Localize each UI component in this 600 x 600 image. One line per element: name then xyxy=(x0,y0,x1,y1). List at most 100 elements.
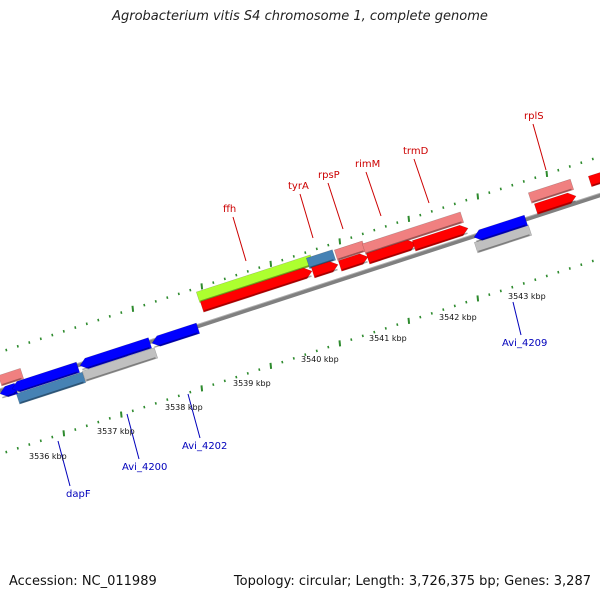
scale-label: 3542 kbp xyxy=(439,313,477,322)
tick-mark xyxy=(269,260,273,267)
gene-label-tyrA[interactable]: tyrA xyxy=(288,181,309,192)
tick-mark xyxy=(350,338,353,342)
tick-mark xyxy=(120,311,123,314)
tick-mark xyxy=(166,398,169,401)
tick-mark xyxy=(108,314,111,318)
tick-mark xyxy=(476,295,480,302)
tick-mark xyxy=(568,165,571,168)
cds-rimM[interactable] xyxy=(365,238,417,265)
cds-rpsP[interactable] xyxy=(337,252,369,272)
tick-mark xyxy=(361,232,364,236)
tick-mark xyxy=(430,312,433,315)
tick-mark xyxy=(591,157,594,161)
feature-left-edge[interactable] xyxy=(0,368,25,387)
gene-label-ffh[interactable]: ffh xyxy=(223,204,236,215)
tick-mark xyxy=(154,401,157,405)
tick-mark xyxy=(315,349,318,353)
tick-mark xyxy=(407,215,411,223)
tick-mark xyxy=(200,283,204,290)
leader-line xyxy=(413,158,430,204)
leader-line xyxy=(327,182,344,230)
tick-mark xyxy=(522,282,525,285)
gene-label-Avi_4209[interactable]: Avi_4209 xyxy=(502,338,547,349)
tick-mark xyxy=(442,308,445,312)
tick-mark xyxy=(223,277,226,281)
cds-dapF[interactable] xyxy=(10,361,81,394)
tick-mark xyxy=(143,303,146,307)
tick-mark xyxy=(373,228,376,232)
tick-mark xyxy=(476,193,480,200)
misc-feature-tyrA[interactable] xyxy=(305,249,337,269)
gene-label-dapF[interactable]: dapF xyxy=(66,489,91,500)
tick-mark xyxy=(235,273,238,277)
cds-left-edge[interactable] xyxy=(0,382,19,399)
tick-mark xyxy=(85,424,88,428)
tick-mark xyxy=(28,341,31,344)
cds-right-edge[interactable] xyxy=(587,169,600,188)
tick-mark xyxy=(384,225,387,228)
tick-mark xyxy=(258,368,261,372)
cds-Avi_4200[interactable] xyxy=(78,337,153,371)
gene-label-rimM[interactable]: rimM xyxy=(355,159,380,170)
feature-Avi_4200[interactable] xyxy=(81,347,159,382)
tick-mark xyxy=(465,198,468,202)
tick-mark xyxy=(166,296,169,299)
tick-mark xyxy=(396,323,399,327)
tick-mark xyxy=(327,243,330,247)
tick-mark xyxy=(338,238,342,245)
tick-mark xyxy=(338,340,342,347)
gene-label-Avi_4202[interactable]: Avi_4202 xyxy=(182,441,227,452)
leader-line xyxy=(299,193,314,239)
tick-mark xyxy=(281,360,284,364)
gene-label-trmD[interactable]: trmD xyxy=(403,146,429,157)
tick-mark xyxy=(292,254,295,258)
tick-mark xyxy=(545,274,548,278)
tick-mark xyxy=(384,327,387,330)
tick-mark xyxy=(177,394,180,398)
tick-mark xyxy=(488,191,491,195)
tick-mark xyxy=(269,362,273,369)
tick-mark xyxy=(292,356,295,360)
scale-label: 3541 kbp xyxy=(369,334,407,343)
feature-tracks xyxy=(0,169,600,405)
feature-rimM-trmD[interactable] xyxy=(361,211,465,255)
cds-tyrA[interactable] xyxy=(310,259,339,279)
tick-mark xyxy=(97,318,100,322)
tick-mark xyxy=(200,385,204,392)
cds-trmD[interactable] xyxy=(411,223,469,252)
misc-feature-dapF[interactable] xyxy=(15,371,87,405)
tick-mark xyxy=(189,390,192,394)
tick-mark xyxy=(304,353,307,357)
tick-mark xyxy=(235,375,238,379)
scale-label: 3538 kbp xyxy=(165,403,203,412)
tick-mark xyxy=(511,183,514,187)
gene-label-Avi_4200[interactable]: Avi_4200 xyxy=(122,462,167,473)
leader-line xyxy=(512,301,522,336)
tick-mark xyxy=(511,285,514,289)
cds-ffh[interactable] xyxy=(199,266,313,313)
tick-mark xyxy=(154,299,157,303)
leader-line xyxy=(57,440,71,487)
tick-mark xyxy=(143,405,146,409)
tick-mark xyxy=(51,435,54,439)
tick-mark xyxy=(453,202,456,206)
tick-mark xyxy=(246,371,249,375)
outer-tick-ring xyxy=(5,157,594,352)
tick-mark xyxy=(580,161,583,165)
feature-rplS[interactable] xyxy=(527,178,575,204)
tick-mark xyxy=(453,304,456,308)
tick-mark xyxy=(557,168,560,172)
cds-rplS[interactable] xyxy=(533,191,577,215)
cds-Avi_4209[interactable] xyxy=(472,214,529,242)
gene-label-rpsP[interactable]: rpsP xyxy=(318,170,340,181)
inner-tick-ring xyxy=(5,259,594,454)
cds-Avi_4202[interactable] xyxy=(150,322,201,348)
leader-line xyxy=(532,123,547,171)
tick-mark xyxy=(131,305,135,312)
tick-mark xyxy=(373,330,376,334)
tick-mark xyxy=(315,247,318,251)
tick-mark xyxy=(545,170,549,178)
gene-label-rplS[interactable]: rplS xyxy=(524,111,544,122)
tick-mark xyxy=(39,337,42,341)
tick-mark xyxy=(304,251,307,255)
